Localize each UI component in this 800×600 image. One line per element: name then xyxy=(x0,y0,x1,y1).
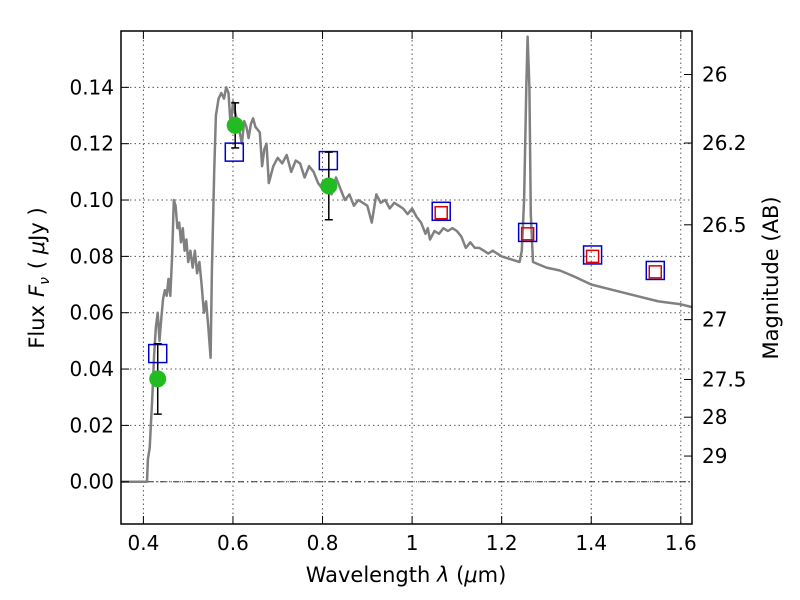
mag-tick-label: 27.5 xyxy=(702,367,747,391)
x-tick-label: 1.4 xyxy=(575,531,607,555)
marker-layer xyxy=(147,102,666,415)
x-tick-label: 1.2 xyxy=(486,531,518,555)
x-tick-label: 0.8 xyxy=(307,531,339,555)
observed-flux-point xyxy=(320,177,338,195)
y-tick-label: 0.12 xyxy=(69,132,114,156)
y-tick-label: 0.14 xyxy=(69,75,114,99)
mag-tick-label: 26.5 xyxy=(702,213,747,237)
observed-flux-point xyxy=(149,370,167,388)
y-tick-label: 0.00 xyxy=(69,470,114,494)
x-axis-label: Wavelength λ (μm) xyxy=(306,563,507,587)
x-tick-label: 1 xyxy=(406,531,419,555)
y-axis-label: FluxFν( μJy ) xyxy=(25,207,53,348)
x-tick-label: 1.6 xyxy=(665,531,697,555)
red-square-marker xyxy=(585,249,600,264)
red-square-marker xyxy=(520,227,535,241)
y-tick-label: 0.06 xyxy=(69,301,114,325)
x-tick-label: 0.6 xyxy=(217,531,249,555)
mag-tick-label: 26.2 xyxy=(702,131,747,155)
grid-layer xyxy=(121,31,692,524)
mag-tick-label: 26 xyxy=(702,63,727,87)
blue-square-marker xyxy=(224,142,245,162)
y-tick-label: 0.10 xyxy=(69,188,114,212)
blue-square-marker xyxy=(645,260,666,281)
tick-layer: 0.4 0.6 0.8 1 1.2 1.4 1.6 0.00 0.02 0.04 0.06 0.08 0… xyxy=(69,31,747,555)
y-tick-label: 0.08 xyxy=(69,244,114,268)
spectrum-layer xyxy=(121,35,693,483)
blue-square-marker xyxy=(431,201,451,222)
model-spectrum-line xyxy=(121,35,693,483)
red-square-marker xyxy=(648,265,663,279)
blue-square-marker xyxy=(517,222,538,243)
x-tick-label: 0.4 xyxy=(127,531,159,555)
mag-tick-label: 29 xyxy=(702,444,727,468)
mag-tick-label: 28 xyxy=(702,405,727,429)
y2-axis-label: Magnitude (AB) xyxy=(759,196,783,359)
y-tick-label: 0.02 xyxy=(69,413,114,437)
y-tick-label: 0.04 xyxy=(69,357,114,381)
red-square-marker xyxy=(434,205,448,220)
observed-flux-point xyxy=(226,116,244,134)
blue-square-marker xyxy=(582,245,603,265)
plot-frame xyxy=(120,30,693,525)
mag-tick-label: 27 xyxy=(702,308,727,332)
